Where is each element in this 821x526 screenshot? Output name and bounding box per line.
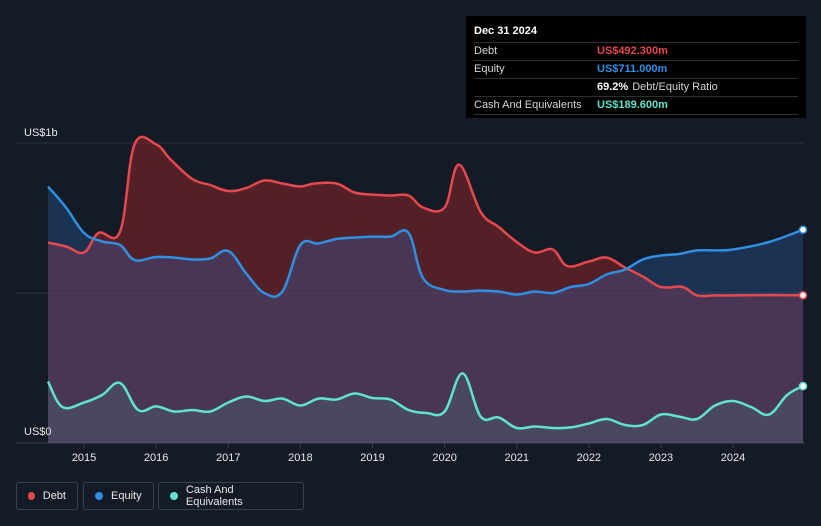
chart-areas bbox=[48, 136, 803, 443]
tooltip-cash-value: US$189.600m bbox=[597, 99, 668, 111]
legend-item-debt[interactable]: Debt bbox=[16, 482, 78, 510]
equity-end-marker bbox=[798, 225, 808, 234]
x-tick-label: 2018 bbox=[288, 452, 312, 464]
cash-end-marker bbox=[798, 381, 808, 391]
tooltip-row-equity: Equity US$711.000m bbox=[474, 61, 798, 79]
x-tick-label: 2017 bbox=[216, 452, 240, 464]
tooltip-ratio-label: Debt/Equity Ratio bbox=[632, 81, 718, 93]
x-tick-label: 2024 bbox=[721, 452, 745, 464]
legend-debt-label: Debt bbox=[42, 490, 66, 502]
x-tick-label: 2019 bbox=[360, 452, 384, 464]
tooltip-equity-label: Equity bbox=[474, 63, 505, 75]
debt-line bbox=[47, 135, 804, 298]
cash-dot-icon bbox=[170, 492, 178, 500]
debt-end-marker bbox=[798, 291, 808, 300]
legend-cash-label: Cash And Equivalents bbox=[185, 484, 243, 508]
debt-area bbox=[48, 136, 803, 443]
chart-lines bbox=[46, 135, 804, 430]
x-tick-label: 2020 bbox=[432, 452, 456, 464]
cash-area bbox=[48, 373, 803, 443]
x-tick-label: 2015 bbox=[72, 452, 96, 464]
tooltip-date: Dec 31 2024 bbox=[474, 22, 798, 43]
tooltip-row-debt: Debt US$492.300m bbox=[474, 43, 798, 61]
tooltip-row-ratio: 69.2% Debt/Equity Ratio bbox=[474, 79, 798, 97]
legend-item-equity[interactable]: Equity bbox=[83, 482, 154, 510]
chart-grid bbox=[16, 142, 805, 444]
tooltip-row-cash: Cash And Equivalents US$189.600m bbox=[474, 97, 798, 115]
y-axis-bottom-label: US$0 bbox=[24, 426, 52, 438]
tooltip-ratio-value: 69.2% bbox=[597, 81, 629, 93]
equity-line bbox=[47, 185, 804, 298]
x-axis-ticks: 2015 2016 2017 2018 2019 2020 2021 2022 2023 2024 bbox=[72, 443, 745, 464]
debt-dot-icon bbox=[28, 492, 35, 500]
x-tick-label: 2016 bbox=[144, 452, 168, 464]
tooltip-equity-value: US$711.000m bbox=[597, 63, 668, 75]
equity-area bbox=[48, 186, 803, 443]
x-tick-label: 2021 bbox=[504, 452, 528, 464]
legend-equity-label: Equity bbox=[111, 490, 142, 502]
tooltip-cash-label: Cash And Equivalents bbox=[474, 99, 582, 111]
cash-line bbox=[46, 372, 804, 430]
x-tick-label: 2023 bbox=[649, 452, 673, 464]
tooltip-debt-label: Debt bbox=[474, 45, 498, 57]
equity-dot-icon bbox=[95, 492, 103, 500]
y-axis-top-label: US$1b bbox=[24, 127, 58, 139]
tooltip-debt-value: US$492.300m bbox=[597, 45, 668, 57]
chart-end-markers bbox=[798, 225, 808, 391]
x-tick-label: 2022 bbox=[577, 452, 601, 464]
legend-item-cash[interactable]: Cash And Equivalents bbox=[158, 482, 304, 510]
data-tooltip: Dec 31 2024 Debt US$492.300m Equity US$7… bbox=[466, 16, 806, 118]
